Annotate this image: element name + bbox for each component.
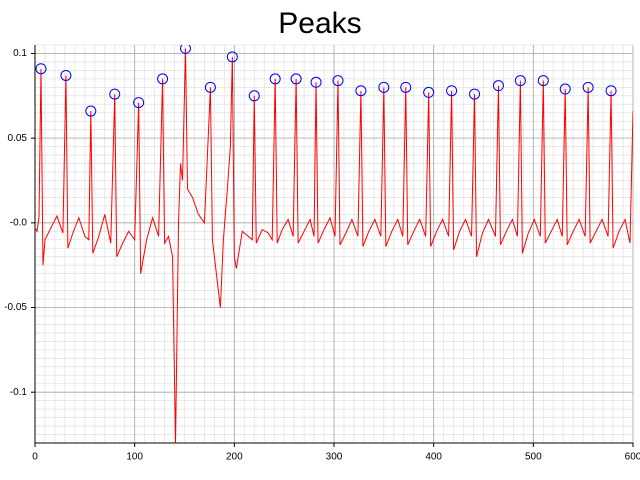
peak-marker [582, 81, 594, 93]
x-tick-label: 400 [425, 452, 442, 463]
peak-marker [400, 81, 412, 93]
peak-marker [355, 85, 367, 97]
plot-area [35, 45, 633, 443]
peak-marker [269, 73, 281, 85]
peak-marker [514, 75, 526, 87]
peak-marker [310, 76, 322, 88]
x-tick-label: 600 [625, 452, 640, 463]
peak-marker [537, 75, 549, 87]
y-tick-label: -0.05 [4, 302, 27, 313]
x-tick-label: 100 [126, 452, 143, 463]
peak-marker [226, 51, 238, 63]
x-tick-label: 200 [226, 452, 243, 463]
peak-marker [446, 85, 458, 97]
y-tick-label: -0.1 [10, 387, 28, 398]
peak-marker [85, 105, 97, 117]
peak-marker [157, 73, 169, 85]
peak-marker [492, 80, 504, 92]
peak-marker [133, 97, 145, 109]
peak-marker [35, 63, 47, 75]
peak-marker [423, 86, 435, 98]
peak-marker [179, 45, 191, 54]
x-tick-label: 300 [326, 452, 343, 463]
peak-marker [248, 90, 260, 102]
y-tick-label: 0.05 [8, 133, 28, 144]
y-tick-label: -0.0 [10, 217, 28, 228]
peak-marker [378, 81, 390, 93]
peak-marker [290, 73, 302, 85]
peak-marker [605, 85, 617, 97]
peak-marker [469, 88, 481, 100]
peak-marker [332, 75, 344, 87]
signal-line [35, 48, 633, 443]
x-tick-label: 500 [525, 452, 542, 463]
peak-marker [559, 83, 571, 95]
peak-marker [109, 88, 121, 100]
peak-marker [204, 81, 216, 93]
chart-title: Peaks [278, 7, 361, 40]
y-tick-label: 0.1 [13, 48, 27, 59]
peak-marker [60, 69, 72, 81]
x-tick-label: 0 [32, 452, 38, 463]
